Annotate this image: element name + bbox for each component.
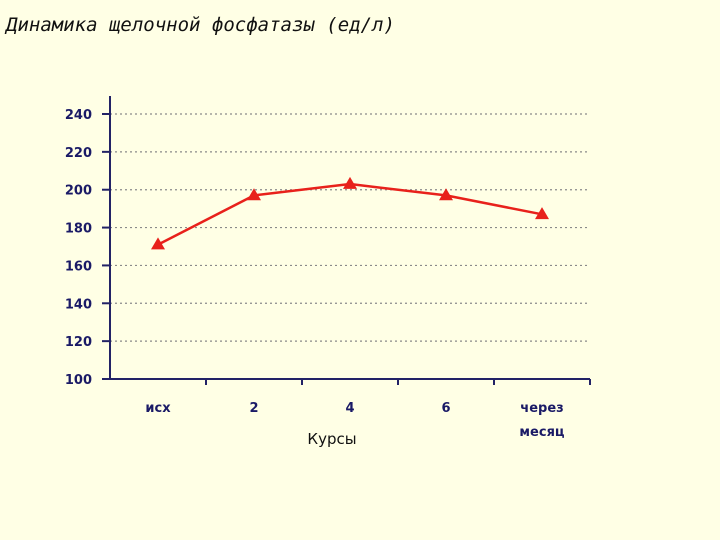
y-tick-label: 220: [65, 146, 92, 161]
x-tick-labels: исх 2 4 6 через месяц: [145, 401, 565, 440]
x-tick-label: месяц: [519, 425, 564, 440]
x-tick-label: исх: [145, 401, 171, 416]
series-group: [151, 176, 549, 250]
x-tick-label: 4: [345, 401, 354, 416]
data-point-marker: [535, 207, 549, 220]
x-axis-label: Курсы: [307, 430, 356, 448]
data-point-marker: [151, 237, 165, 250]
x-tick-label: 2: [249, 401, 258, 416]
y-tick-label: 180: [65, 222, 92, 237]
y-tick-label: 140: [65, 297, 92, 312]
y-tick-labels: 100 120 140 160 180 200 220 240: [65, 108, 92, 388]
y-tick-label: 160: [65, 259, 92, 274]
y-tick-label: 100: [65, 373, 92, 388]
y-tick-label: 120: [65, 335, 92, 350]
x-tick-label: через: [520, 401, 563, 416]
x-tick-label: 6: [441, 401, 450, 416]
data-point-marker: [343, 176, 357, 189]
series-line: [157, 182, 543, 246]
data-point-marker: [439, 188, 453, 201]
y-tick-label: 200: [65, 184, 92, 199]
y-tick-label: 240: [65, 108, 92, 123]
axes: [102, 96, 591, 385]
grid-lines: [110, 113, 590, 342]
chart-title: Динамика щелочной фосфатазы (ед/л): [6, 14, 395, 36]
data-point-marker: [247, 188, 261, 201]
